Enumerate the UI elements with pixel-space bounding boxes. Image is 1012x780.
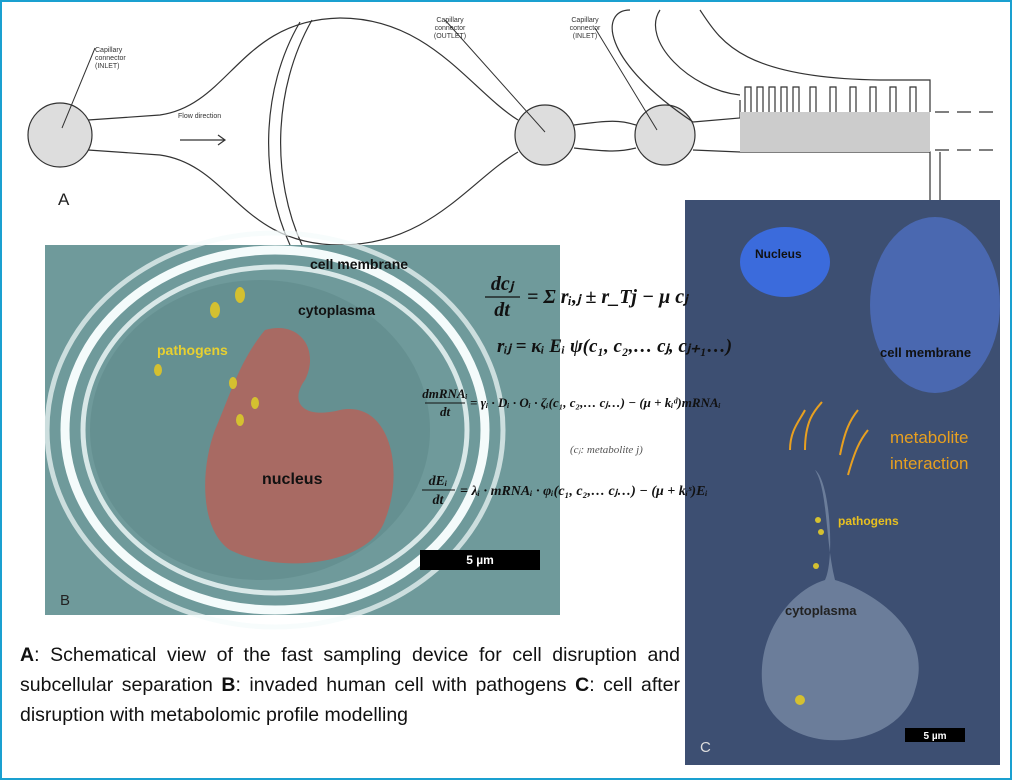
cytoplasma-label: cytoplasma bbox=[785, 603, 857, 618]
caption-key: A bbox=[20, 644, 34, 666]
pathogens-label: pathogens bbox=[838, 514, 899, 528]
label-line: Capillary bbox=[571, 17, 599, 24]
inlet-circle bbox=[635, 105, 695, 165]
label-line: (INLET) bbox=[573, 33, 598, 40]
filter-lines bbox=[269, 20, 312, 245]
label-line: Capillary bbox=[95, 47, 123, 54]
flow-arrow bbox=[180, 135, 225, 145]
pathogen bbox=[154, 364, 162, 376]
eq-numerator: dmRNAᵢ bbox=[422, 386, 468, 401]
label-line: (INLET) bbox=[95, 63, 120, 70]
micrograph-b: 5 µm cell membrane cytoplasma pathogens … bbox=[45, 233, 560, 627]
cytoplasma-label: cytoplasma bbox=[298, 302, 375, 318]
membrane-label: cell membrane bbox=[880, 345, 971, 360]
outlet-circle bbox=[515, 105, 575, 165]
label-line: Capillary bbox=[436, 17, 464, 24]
pathogen bbox=[236, 414, 244, 426]
flow-label: Flow direction bbox=[178, 113, 221, 120]
nucleus-label: Nucleus bbox=[755, 247, 802, 261]
inlet-circle bbox=[28, 103, 92, 167]
comb bbox=[745, 87, 916, 112]
pathogen bbox=[815, 517, 821, 523]
scale-label: 5 µm bbox=[924, 731, 947, 742]
pathogen bbox=[229, 377, 237, 389]
panel-label: C bbox=[700, 739, 711, 756]
nucleus-blob bbox=[740, 227, 830, 297]
pathogen bbox=[795, 695, 805, 705]
eq-rhs: = γᵢ · Dᵢ · Oᵢ · ζᵢ(c₁, c₂,… cⱼ…) − (μ +… bbox=[470, 395, 721, 410]
eq-rhs: rᵢⱼ = κᵢ Eᵢ ψ(c₁, c₂,… cⱼ, cⱼ₊₁…) bbox=[497, 336, 732, 357]
dashed-outlet bbox=[935, 112, 1000, 150]
pathogen bbox=[251, 397, 259, 409]
pathogen bbox=[210, 302, 220, 318]
label-line: connector bbox=[95, 55, 126, 62]
panel-label: B bbox=[60, 592, 70, 609]
pathogen bbox=[813, 563, 819, 569]
pathogens-label: pathogens bbox=[157, 342, 228, 358]
nucleus-label: nucleus bbox=[262, 471, 323, 488]
channel-bottom bbox=[88, 150, 518, 245]
connector bbox=[574, 121, 636, 151]
caption-key: C bbox=[575, 674, 589, 696]
eq-note: (cⱼ: metabolite j) bbox=[570, 444, 643, 456]
caption: A: Schematical view of the fast sampling… bbox=[20, 640, 680, 730]
page: Capillaryconnector(INLET) Flow direction… bbox=[0, 0, 1012, 780]
panel-label: A bbox=[58, 190, 70, 209]
caption-text: : invaded human cell with pathogens bbox=[235, 674, 575, 696]
eq-denominator: dt bbox=[494, 299, 511, 321]
micrograph-c: 5 µm Nucleus cell membrane metabolite in… bbox=[685, 200, 1000, 765]
interaction-label: interaction bbox=[890, 454, 968, 473]
eq-numerator: dcⱼ bbox=[491, 273, 515, 295]
eq-denominator: dt bbox=[440, 404, 451, 419]
membrane-label: cell membrane bbox=[310, 256, 408, 272]
separation-zone bbox=[740, 112, 930, 152]
interaction-label: metabolite bbox=[890, 428, 968, 447]
eq-rhs: = Σ rᵢ,ⱼ ± r_Tj − μ cⱼ bbox=[527, 286, 689, 308]
eq-numerator: dEᵢ bbox=[429, 474, 448, 489]
label-line: connector bbox=[435, 25, 466, 32]
eq-rhs: = λᵢ · mRNAᵢ · φᵢ(c₁, c₂,… cⱼ…) − (μ + k… bbox=[460, 484, 708, 499]
membrane-blob bbox=[870, 217, 1000, 393]
eq-denominator: dt bbox=[433, 493, 445, 508]
label-line: (OUTLET) bbox=[434, 33, 466, 40]
caption-key: B bbox=[221, 674, 235, 696]
pathogen bbox=[818, 529, 824, 535]
pathogen bbox=[235, 287, 245, 303]
label-line: connector bbox=[570, 25, 601, 32]
scale-label: 5 µm bbox=[466, 553, 494, 567]
